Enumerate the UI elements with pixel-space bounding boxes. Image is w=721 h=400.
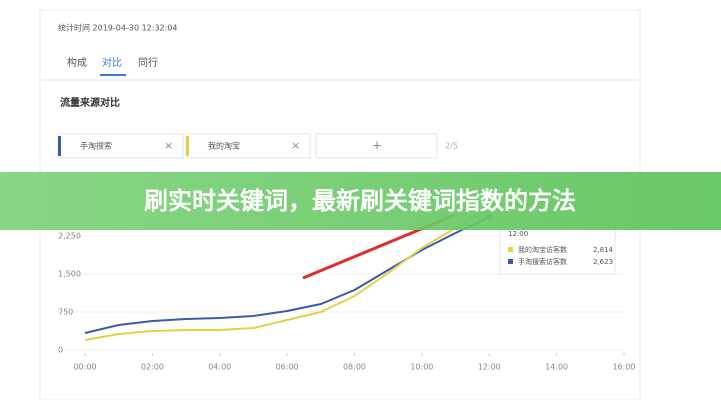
x-tick-label: 06:00: [276, 363, 299, 372]
y-tick-label: 0: [58, 346, 63, 355]
tab[interactable]: 同行: [138, 56, 158, 69]
banner-title: 刷实时关键词，最新刷关键词指数的方法: [144, 187, 576, 215]
tooltip-swatch: [508, 259, 513, 264]
filter-count: 2/5: [445, 142, 458, 151]
filter-label: 手淘搜索: [80, 141, 112, 151]
filter-box[interactable]: [57, 133, 184, 159]
tooltip-name: 手淘搜索访客数: [518, 257, 567, 266]
x-tick-label: 02:00: [141, 363, 164, 372]
x-tick-label: 12:00: [478, 363, 501, 372]
tooltip-name: 我的淘宝访客数: [518, 245, 567, 254]
close-icon[interactable]: ×: [291, 139, 300, 152]
timestamp: 统计时间 2019-04-30 12:32:04: [58, 23, 178, 33]
section-title: 流量来源对比: [60, 96, 120, 109]
add-icon[interactable]: +: [372, 139, 382, 153]
x-tick-label: 08:00: [343, 363, 366, 372]
y-tick-label: 2,250: [58, 232, 81, 241]
tooltip-time: 12:00: [508, 230, 528, 238]
y-tick-label: 1,500: [58, 270, 81, 279]
plot: 0 750 1,500 2,250 00:00 02:00 04:00 06:00 08:00 1…: [58, 206, 636, 372]
tooltip-swatch: [508, 247, 513, 252]
tooltip-value: 2,814: [593, 246, 614, 254]
series-line: [84, 216, 490, 334]
filter-marker: [186, 136, 189, 156]
y-tick-label: 750: [58, 308, 73, 317]
filter-label: 我的淘宝: [208, 141, 240, 151]
series-line: [84, 206, 490, 342]
close-icon[interactable]: ×: [164, 139, 173, 152]
x-tick-label: 14:00: [545, 363, 568, 372]
add-box[interactable]: [315, 133, 438, 159]
x-tick-label: 16:00: [612, 363, 635, 372]
tooltip-value: 2,623: [593, 258, 613, 266]
filter-marker: [58, 136, 61, 156]
x-tick-label: 04:00: [208, 363, 231, 372]
tab-active[interactable]: 对比: [102, 56, 122, 69]
x-tick-label: 10:00: [410, 363, 433, 372]
x-tick-label: 00:00: [73, 363, 96, 372]
banner: [0, 172, 721, 230]
tab[interactable]: 构成: [67, 56, 87, 69]
